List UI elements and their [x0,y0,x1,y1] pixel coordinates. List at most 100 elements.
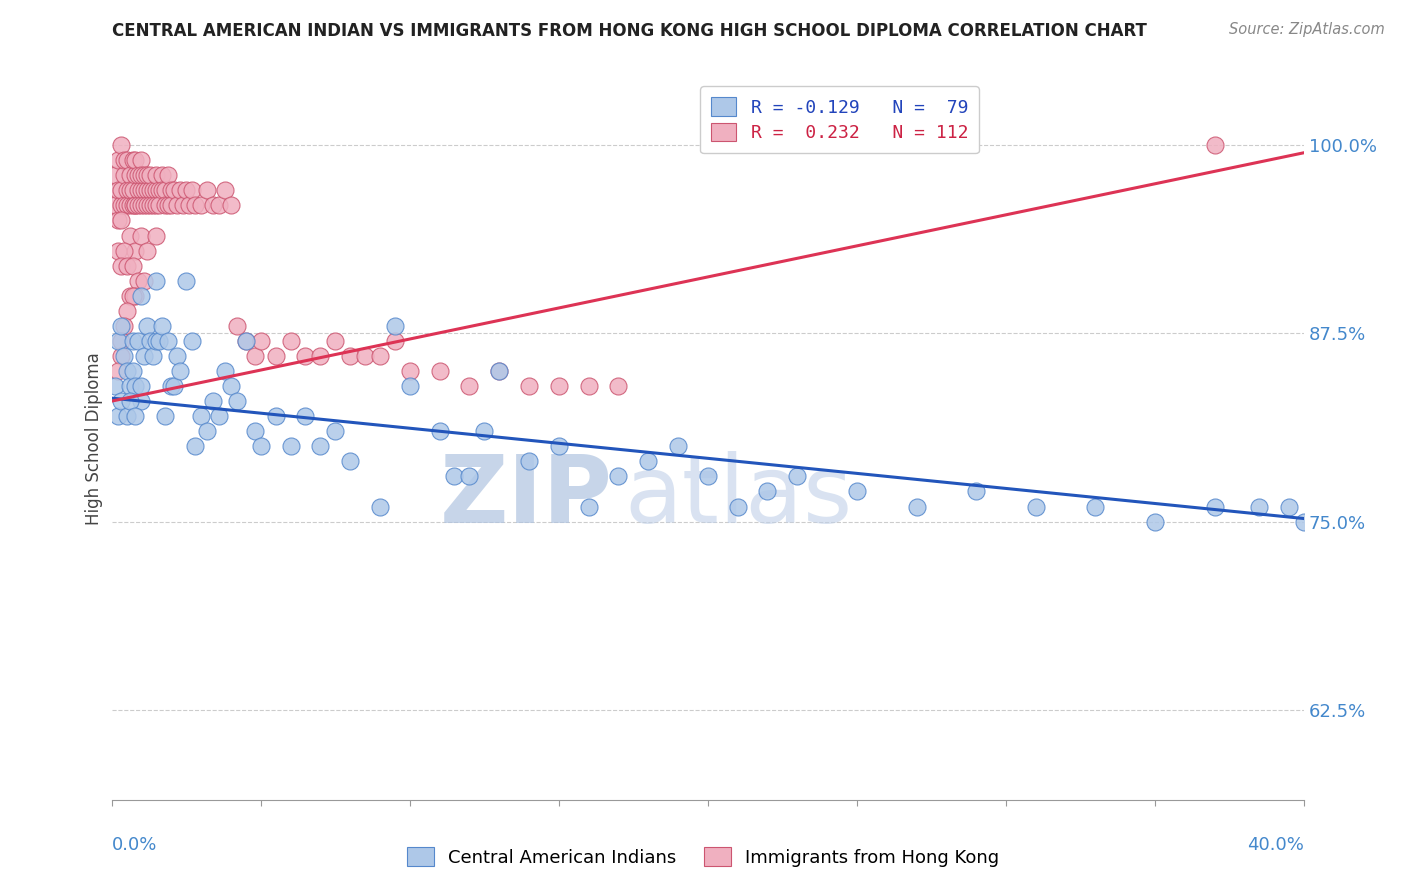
Point [243,424,266,438]
Point [160,198,183,212]
Point [905,500,928,514]
Point [163,183,186,197]
Point [195,424,218,438]
Point [249,439,271,453]
Point [134,183,156,197]
Point [235,334,257,348]
Point [845,484,868,499]
Point [517,379,540,393]
Point [166,198,188,212]
Point [1143,515,1166,529]
Point [190,409,212,424]
Point [124,169,146,183]
Point [309,349,332,363]
Point [148,198,170,212]
Point [115,198,138,212]
Point [134,274,156,288]
Text: 0.0%: 0.0% [111,836,157,854]
Point [157,334,180,348]
Point [696,469,718,483]
Point [384,318,406,333]
Point [174,274,197,288]
Point [174,183,197,197]
Text: atlas: atlas [624,450,852,542]
Point [107,183,129,197]
Point [131,379,153,393]
Point [756,484,779,499]
Point [339,349,361,363]
Point [118,228,141,243]
Point [131,183,153,197]
Point [160,183,183,197]
Point [578,500,600,514]
Point [110,334,132,348]
Text: ZIP: ZIP [440,450,613,542]
Point [429,424,451,438]
Point [208,409,231,424]
Point [339,454,361,468]
Point [118,183,141,197]
Point [110,138,132,153]
Point [219,198,242,212]
Point [124,153,146,168]
Point [127,183,149,197]
Point [110,213,132,227]
Point [139,198,162,212]
Point [121,198,143,212]
Point [124,409,146,424]
Point [136,169,159,183]
Legend: Central American Indians, Immigrants from Hong Kong: Central American Indians, Immigrants fro… [399,840,1007,874]
Point [225,394,247,409]
Point [127,274,149,288]
Point [214,183,236,197]
Point [124,198,146,212]
Point [107,244,129,258]
Point [139,334,162,348]
Point [110,183,132,197]
Point [607,379,630,393]
Point [127,198,149,212]
Point [1084,500,1107,514]
Point [110,198,132,212]
Text: Source: ZipAtlas.com: Source: ZipAtlas.com [1229,22,1385,37]
Point [181,183,204,197]
Point [115,183,138,197]
Point [150,169,173,183]
Point [145,183,167,197]
Point [637,454,659,468]
Point [118,394,141,409]
Point [131,228,153,243]
Point [112,349,135,363]
Point [249,334,271,348]
Point [127,169,149,183]
Point [131,169,153,183]
Point [107,153,129,168]
Point [127,334,149,348]
Point [121,289,143,303]
Point [219,379,242,393]
Point [118,379,141,393]
Point [134,349,156,363]
Point [121,153,143,168]
Point [157,198,180,212]
Point [157,169,180,183]
Point [142,349,165,363]
Point [142,183,165,197]
Point [104,198,127,212]
Point [134,198,156,212]
Point [107,334,129,348]
Point [131,394,153,409]
Point [110,259,132,273]
Point [214,364,236,378]
Point [578,379,600,393]
Point [181,334,204,348]
Point [124,198,146,212]
Point [488,364,510,378]
Point [169,183,191,197]
Point [965,484,987,499]
Point [150,318,173,333]
Point [398,379,420,393]
Point [225,318,247,333]
Point [115,153,138,168]
Point [139,169,162,183]
